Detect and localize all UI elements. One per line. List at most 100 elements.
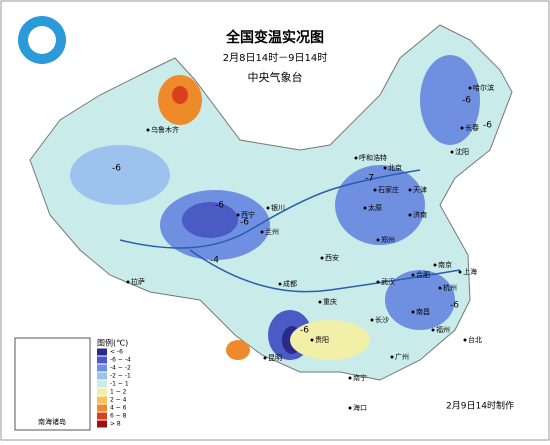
- legend-label: < -6: [110, 349, 123, 356]
- legend-swatch: [97, 388, 107, 396]
- legend-label: -4 ~ -2: [110, 365, 131, 372]
- city-dot: [310, 338, 314, 342]
- city-label: 长沙: [375, 315, 389, 324]
- city-dot: [458, 270, 462, 274]
- city-dot: [146, 128, 150, 132]
- region: [226, 340, 250, 360]
- city-dot: [354, 156, 358, 160]
- city-label: 广州: [395, 352, 409, 361]
- city-dot: [263, 356, 267, 360]
- city-label: 南宁: [353, 373, 367, 382]
- legend-swatch: [97, 396, 107, 404]
- city-label: 重庆: [323, 297, 337, 306]
- legend-swatch: [97, 404, 107, 412]
- city-dot: [450, 150, 454, 154]
- city-label: 郑州: [381, 236, 395, 244]
- city-dot: [370, 318, 374, 322]
- city-label: 南昌: [416, 307, 430, 316]
- isotherm-label: -6: [483, 121, 492, 131]
- city-dot: [266, 206, 270, 210]
- isotherm-label: -6: [462, 96, 471, 106]
- agency: 中央气象台: [248, 70, 303, 84]
- city-dot: [408, 213, 412, 217]
- city-dot: [348, 376, 352, 380]
- city-dot: [376, 238, 380, 242]
- legend-label: 4 ~ 6: [110, 405, 127, 412]
- city-dot: [438, 286, 442, 290]
- region: [385, 270, 455, 330]
- subtitle: 2月8日14时－9日14时: [223, 52, 328, 64]
- legend-swatch: [97, 356, 107, 364]
- city-dot: [318, 300, 322, 304]
- region: [420, 55, 480, 145]
- city-dot: [468, 86, 472, 90]
- isotherm-label: -6: [450, 301, 459, 311]
- city-dot: [383, 166, 387, 170]
- city-label: 武汉: [381, 277, 395, 286]
- isotherm-label: -4: [210, 256, 219, 266]
- isotherm-label: -7: [365, 174, 374, 184]
- isotherm-label: -6: [215, 201, 224, 211]
- city-label: 哈尔滨: [473, 83, 494, 92]
- city-dot: [278, 282, 282, 286]
- legend-swatch: [97, 420, 107, 428]
- city-dot: [431, 328, 435, 332]
- river: [119, 169, 421, 249]
- isotherm-label: -6: [300, 326, 309, 336]
- legend-swatch: [97, 348, 107, 356]
- city-label: 西宁: [241, 210, 255, 219]
- city-label: 上海: [463, 267, 477, 276]
- legend-label: -6 ~ -4: [110, 357, 131, 364]
- legend-swatch: [97, 372, 107, 380]
- legend-title: 图例(℃): [97, 338, 128, 348]
- city-label: 沈阳: [455, 147, 469, 156]
- city-label: 海口: [353, 403, 367, 412]
- city-dot: [411, 310, 415, 314]
- region: [70, 145, 170, 205]
- city-dot: [433, 263, 437, 267]
- city-label: 合肥: [416, 270, 430, 279]
- region: [335, 165, 425, 245]
- isotherm-label: -6: [240, 218, 249, 228]
- title: 全国变温实况图: [225, 29, 324, 46]
- footer: 2月9日14时制作: [446, 400, 514, 412]
- city-dot: [411, 273, 415, 277]
- legend-label: -2 ~ -1: [110, 373, 131, 380]
- city-label: 太原: [368, 203, 382, 212]
- city-label: 杭州: [443, 283, 457, 292]
- region: [290, 320, 370, 360]
- city-label: 济南: [413, 210, 427, 219]
- city-label: 兰州: [265, 227, 279, 236]
- legend-label: > 8: [110, 421, 121, 428]
- city-label: 银川: [271, 203, 285, 212]
- legend-swatch: [97, 380, 107, 388]
- city-label: 台北: [468, 335, 482, 344]
- city-label: 长春: [465, 123, 479, 132]
- city-label: 南京: [438, 260, 452, 269]
- legend-label: 6 ~ 8: [110, 413, 127, 420]
- logo-inner: [28, 26, 56, 54]
- city-label: 西安: [325, 253, 339, 262]
- city-dot: [260, 230, 264, 234]
- legend-swatch: [97, 364, 107, 372]
- river: [189, 249, 461, 293]
- city-label: 乌鲁木齐: [151, 125, 179, 134]
- city-dot: [126, 280, 130, 284]
- city-dot: [320, 256, 324, 260]
- city-label: 石家庄: [378, 185, 399, 194]
- city-label: 昆明: [268, 354, 282, 362]
- city-dot: [390, 355, 394, 359]
- city-label: 贵阳: [315, 335, 329, 344]
- isotherm-label: -6: [112, 164, 121, 174]
- city-label: 呼和浩特: [359, 153, 387, 162]
- inset-box: [14, 337, 91, 431]
- legend-swatch: [97, 412, 107, 420]
- city-label: 天津: [413, 186, 427, 194]
- city-label: 北京: [388, 163, 402, 172]
- city-dot: [460, 126, 464, 130]
- legend-label: -1 ~ 1: [110, 381, 129, 388]
- city-dot: [373, 188, 377, 192]
- region: [172, 86, 188, 104]
